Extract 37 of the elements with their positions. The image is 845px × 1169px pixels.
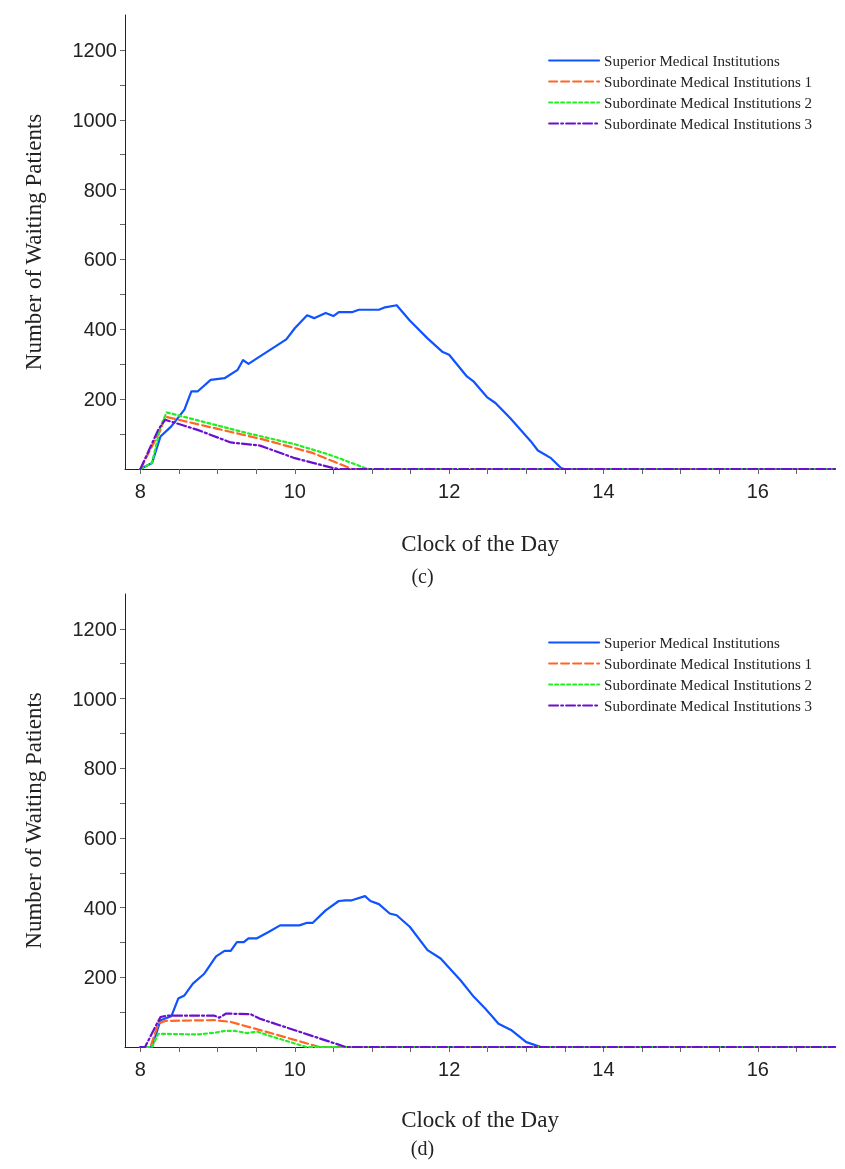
y-tick-label: 800 <box>83 178 117 201</box>
legend-label: Subordinate Medical Institutions 3 <box>604 697 812 714</box>
x-axis-title: Clock of the Day <box>401 531 560 556</box>
x-tick-label: 8 <box>134 1058 146 1080</box>
y-tick-label: 400 <box>83 318 117 341</box>
x-tick-label: 16 <box>746 480 769 502</box>
legend-label: Superior Medical Institutions <box>604 52 781 69</box>
x-tick-label: 14 <box>592 480 615 502</box>
text: (c) <box>411 565 434 588</box>
line-series <box>139 1012 837 1049</box>
x-tick-label: 12 <box>438 480 461 502</box>
y-tick-label: 1200 <box>72 38 117 61</box>
x-tick-label: 16 <box>746 1058 769 1080</box>
x-tick-label: 8 <box>134 480 146 502</box>
y-tick-label: 600 <box>83 826 117 849</box>
y-tick-label: 400 <box>83 896 117 919</box>
x-tick-label: 10 <box>283 1058 306 1080</box>
y-tick-label: 600 <box>83 248 117 271</box>
y-axis-title: Number of Waiting Patients <box>21 692 46 949</box>
y-tick-label: 1200 <box>72 617 117 640</box>
legend-label: Subordinate Medical Institutions 1 <box>604 655 812 672</box>
y-tick-label: 1000 <box>72 687 117 710</box>
legend-label: Superior Medical Institutions <box>604 634 781 651</box>
y-tick-label: 1000 <box>72 108 117 131</box>
x-axis-title: Clock of the Day <box>401 1107 560 1132</box>
y-tick-label: 200 <box>83 966 117 989</box>
legend-label: Subordinate Medical Institutions 1 <box>604 73 812 90</box>
y-tick-label: 800 <box>83 757 117 780</box>
legend-label: Subordinate Medical Institutions 2 <box>604 94 812 111</box>
legend-label: Subordinate Medical Institutions 3 <box>604 115 812 132</box>
x-tick-label: 14 <box>592 1058 615 1080</box>
y-axis-title: Number of Waiting Patients <box>21 113 46 371</box>
x-tick-label: 12 <box>438 1058 461 1080</box>
text: (d) <box>410 1137 435 1160</box>
legend-label: Subordinate Medical Institutions 2 <box>604 676 812 693</box>
y-tick-label: 200 <box>83 388 117 411</box>
x-tick-label: 10 <box>283 480 306 502</box>
